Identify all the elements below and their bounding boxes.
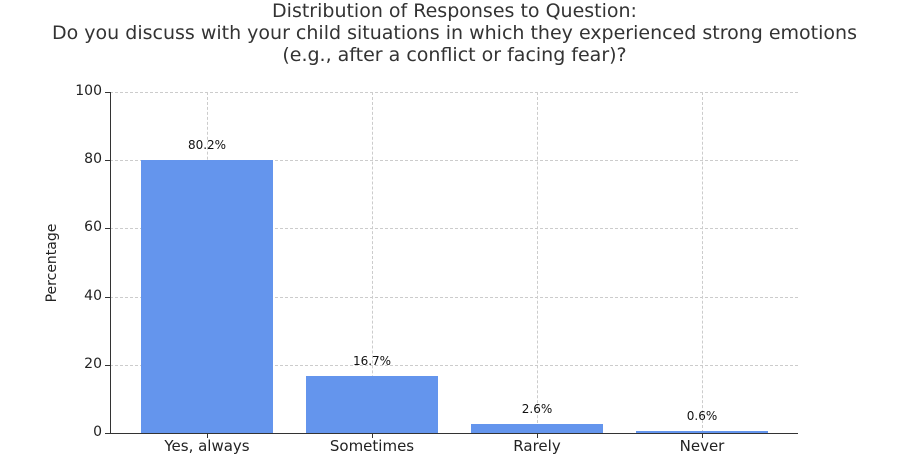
grid-line-horizontal [110,296,798,298]
chart-title-line-2: Do you discuss with your child situation… [52,22,857,44]
chart-title-line-3: (e.g., after a conflict or facing fear)? [282,44,627,66]
y-tick-mark [105,433,110,434]
x-tick-mark [702,433,703,438]
plot-area: 80.2% 16.7% 2.6% 0.6% [105,92,798,438]
y-tick-label: 100 [75,83,102,99]
bar-value-label: 80.2% [187,137,227,152]
y-tick-label: 60 [84,219,102,236]
x-tick-label: Rarely [513,437,561,455]
x-tick-label: Sometimes [329,437,415,455]
y-axis-line [110,92,111,433]
grid-line-vertical [537,92,538,433]
x-axis-line [110,433,798,434]
y-tick-label: 20 [84,355,102,372]
chart-title: Distribution of Responses to Question: D… [0,0,909,66]
y-tick-label: 80 [84,151,102,168]
bar-never [636,430,768,433]
y-tick-mark [105,228,110,230]
bar-rarely [471,424,603,433]
x-tick-label: Yes, always [164,437,250,455]
bar-value-label: 2.6% [521,402,553,417]
bar-value-label: 16.7% [352,354,392,369]
grid-line-horizontal [110,92,798,93]
bar-yes-always [141,159,273,433]
y-tick-mark [105,364,110,366]
grid-line-horizontal [110,364,798,366]
grid-line-vertical [702,92,703,433]
grid-line-horizontal [110,228,798,230]
chart-title-line-1: Distribution of Responses to Question: [272,0,637,22]
y-tick-mark [105,296,110,298]
x-tick-mark [537,433,538,438]
y-tick-label: 0 [93,424,102,440]
x-tick-mark [207,433,208,438]
grid-line-vertical [372,92,373,433]
y-axis-label: Percentage [44,223,60,303]
x-tick-mark [372,433,373,438]
x-tick-label: Never [679,437,725,455]
bar-value-label: 0.6% [686,408,718,423]
y-tick-mark [105,160,110,162]
grid-line-horizontal [110,160,798,162]
y-tick-label: 40 [84,287,102,304]
bar-sometimes [306,376,438,433]
y-tick-mark [105,92,110,93]
